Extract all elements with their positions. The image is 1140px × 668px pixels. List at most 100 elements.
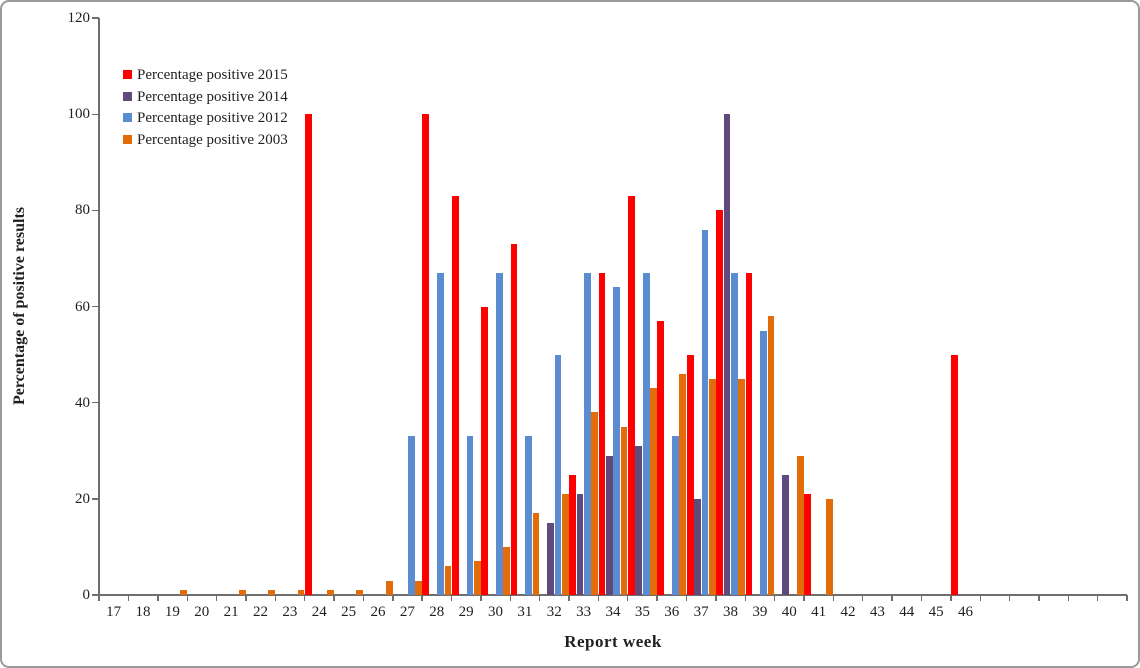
bar-2003-week-31 <box>532 513 540 595</box>
bar-2015-week-34 <box>598 272 606 595</box>
y-tick-label-80: 80 <box>75 202 90 219</box>
y-tick-label-20: 20 <box>75 490 90 507</box>
x-tick-29 <box>950 595 952 601</box>
bar-2003-week-24 <box>327 590 334 595</box>
x-tick-2 <box>157 595 159 601</box>
bar-2012-week-29 <box>466 436 474 595</box>
x-tick-11 <box>421 595 423 601</box>
x-axis-line <box>99 594 1127 596</box>
bar-2003-week-41 <box>826 498 834 595</box>
bar-2012-week-28 <box>437 272 444 595</box>
bar-2003-week-23 <box>297 590 305 595</box>
x-tick-21 <box>715 595 717 601</box>
bar-2003-week-21 <box>238 590 246 595</box>
x-tick-label-29: 29 <box>458 604 474 620</box>
x-tick-label-42: 42 <box>840 604 856 620</box>
x-tick-30 <box>979 595 981 601</box>
legend-label-2014: Percentage positive 2014 <box>137 88 288 105</box>
x-tick-label-39: 39 <box>752 604 768 620</box>
x-tick-17 <box>597 595 600 601</box>
y-tick-80 <box>92 209 99 212</box>
bar-2015-week-39 <box>745 272 753 595</box>
bar-2014-week-37 <box>694 498 701 595</box>
x-tick-label-41: 41 <box>811 604 827 620</box>
x-tick-34 <box>1097 595 1099 601</box>
legend: Percentage positive 2015 Percentage posit… <box>123 65 289 150</box>
y-tick-0 <box>92 594 99 596</box>
bar-2012-week-34 <box>613 287 621 595</box>
x-tick-label-33: 33 <box>576 604 592 620</box>
legend-swatch-2014 <box>123 91 132 101</box>
bar-2003-week-22 <box>268 590 276 595</box>
legend-swatch-2003 <box>123 134 132 144</box>
bar-2015-week-41 <box>804 494 812 595</box>
y-tick-100 <box>92 113 99 115</box>
y-tick-label-40: 40 <box>75 394 90 411</box>
x-tick-label-30: 30 <box>488 604 503 620</box>
bar-2014-week-38 <box>723 114 731 595</box>
bar-2003-week-38 <box>738 378 745 595</box>
bar-2012-week-30 <box>495 272 503 595</box>
bar-2012-week-38 <box>730 272 738 595</box>
x-tick-label-19: 19 <box>164 604 180 620</box>
x-tick-20 <box>685 595 688 601</box>
bar-2012-week-39 <box>760 330 767 595</box>
bar-2012-week-37 <box>701 229 709 595</box>
bar-2015-week-24 <box>305 114 312 595</box>
y-tick-label-60: 60 <box>75 298 90 315</box>
bar-2015-week-33 <box>569 474 577 595</box>
x-tick-14 <box>509 595 511 601</box>
bar-2012-week-35 <box>642 272 650 595</box>
x-tick-1 <box>127 595 130 601</box>
bar-2003-week-26 <box>385 580 393 595</box>
x-tick-label-20: 20 <box>194 604 210 620</box>
legend-item-2012: Percentage positive 2012 <box>123 108 289 129</box>
x-tick-label-36: 36 <box>664 604 680 620</box>
x-tick-label-34: 34 <box>605 604 621 620</box>
bar-2003-week-25 <box>356 590 364 595</box>
x-tick-8 <box>333 595 335 601</box>
x-tick-6 <box>274 595 277 601</box>
legend-swatch-2015 <box>123 70 132 79</box>
x-tick-3 <box>186 595 188 601</box>
x-tick-9 <box>362 595 365 601</box>
bar-2014-week-34 <box>606 455 613 595</box>
bar-2015-week-38 <box>716 210 723 595</box>
bar-2014-week-33 <box>576 494 584 595</box>
x-tick-31 <box>1008 595 1011 601</box>
bar-2003-week-28 <box>444 566 452 595</box>
x-tick-label-44: 44 <box>899 604 915 620</box>
bar-2015-week-36 <box>657 320 665 595</box>
bar-2012-week-27 <box>407 436 415 595</box>
x-tick-label-22: 22 <box>253 604 269 620</box>
x-tick-24 <box>803 595 805 601</box>
x-tick-label-17: 17 <box>106 604 122 620</box>
bar-2012-week-36 <box>672 436 679 595</box>
y-tick-label-0: 0 <box>82 587 91 603</box>
x-tick-16 <box>568 595 570 601</box>
bar-2012-week-31 <box>525 436 533 595</box>
x-tick-32 <box>1038 595 1040 601</box>
x-tick-12 <box>450 595 453 601</box>
legend-label-2003: Percentage positive 2003 <box>137 131 288 148</box>
bar-2003-week-39 <box>767 316 775 595</box>
x-tick-25 <box>832 595 835 601</box>
x-tick-7 <box>304 595 306 601</box>
x-tick-label-37: 37 <box>693 604 709 620</box>
x-tick-18 <box>627 595 629 601</box>
x-tick-label-26: 26 <box>370 604 386 620</box>
bar-2003-week-33 <box>591 412 599 595</box>
x-tick-35 <box>1126 595 1128 601</box>
x-tick-26 <box>862 595 864 601</box>
bar-2014-week-40 <box>782 474 790 595</box>
bar-2012-week-33 <box>584 272 591 595</box>
y-tick-60 <box>92 305 99 308</box>
x-tick-label-18: 18 <box>135 604 151 620</box>
x-tick-10 <box>392 595 394 601</box>
x-tick-label-28: 28 <box>429 604 445 620</box>
legend-item-2003: Percentage positive 2003 <box>123 130 289 151</box>
bar-2012-week-32 <box>554 354 562 595</box>
x-tick-5 <box>245 595 247 601</box>
y-axis-title: Percentage of positive results <box>11 206 28 406</box>
